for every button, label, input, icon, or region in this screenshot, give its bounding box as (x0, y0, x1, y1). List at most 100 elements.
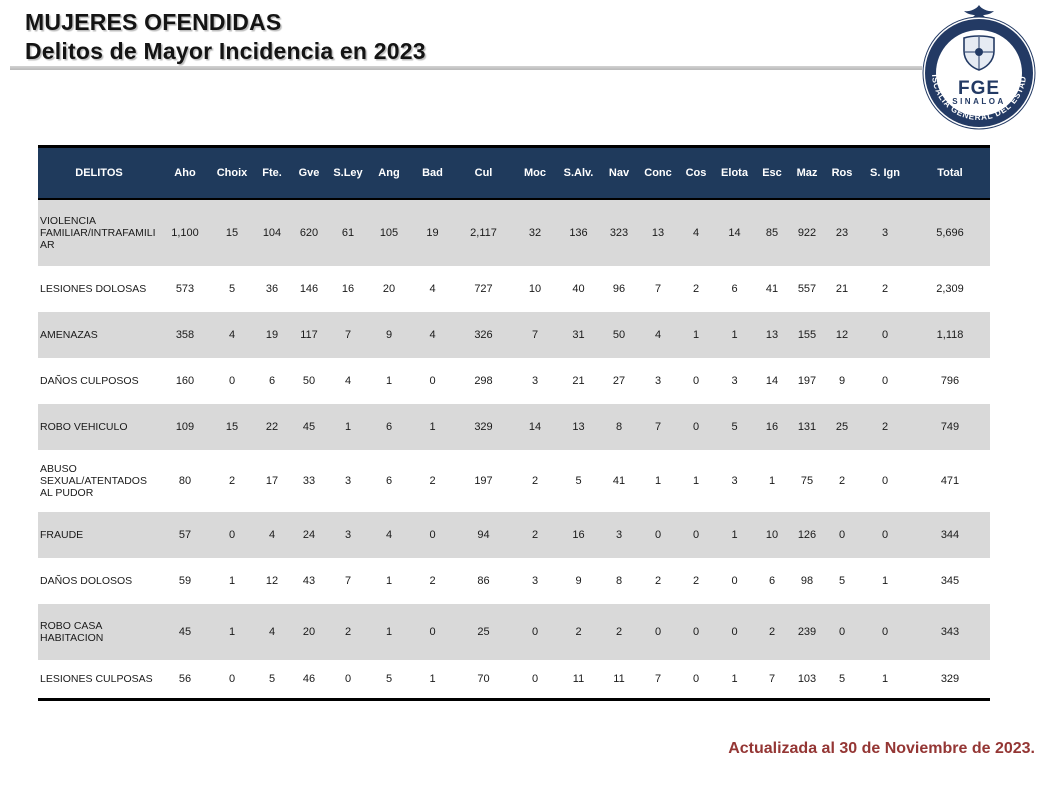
crime-label: LESIONES DOLOSAS (40, 282, 147, 295)
value-cell: 70 (477, 672, 490, 685)
column-header: S.Ley (333, 166, 363, 179)
value-cell: 344 (940, 528, 960, 541)
column-header: Moc (524, 166, 546, 179)
value-cell: 0 (881, 625, 889, 638)
value-cell: 6 (385, 474, 393, 487)
value-cell: 0 (429, 625, 436, 638)
table-row: DAÑOS DOLOSOS 59 1 12 43 7 1 2 86 3 9 8 2 2 0 6 98 5 1 345 (38, 557, 990, 604)
value-cell: 329 (474, 420, 493, 433)
value-cell: 15 (225, 226, 239, 239)
value-cell: 1 (385, 625, 393, 638)
value-cell: 27 (612, 374, 626, 387)
value-cell: 573 (175, 282, 195, 295)
column-header: Ang (378, 166, 400, 179)
value-cell: 31 (572, 328, 585, 341)
column-header: Total (937, 166, 963, 179)
value-cell: 0 (228, 672, 236, 685)
value-cell: 6 (268, 374, 276, 387)
value-cell: 24 (302, 528, 316, 541)
value-cell: 85 (765, 226, 779, 239)
value-cell: 0 (344, 672, 352, 685)
table-row: FRAUDE 57 0 4 24 3 4 0 94 2 16 3 0 0 1 10 126 0 0 344 (38, 511, 990, 558)
value-cell: 5 (731, 420, 738, 433)
value-cell: 0 (654, 528, 662, 541)
value-cell: 19 (265, 328, 279, 341)
table-row: DAÑOS CULPOSOS 160 0 6 50 4 1 0 298 3 21 27 3 0 3 14 197… (38, 357, 990, 404)
value-cell: 3 (731, 474, 738, 487)
value-cell: 1 (731, 672, 738, 685)
column-header: Aho (174, 166, 196, 179)
value-cell: 1 (881, 672, 889, 685)
value-cell: 5 (268, 672, 276, 685)
value-cell: 1 (731, 328, 738, 341)
value-cell: 1 (429, 672, 436, 685)
value-cell: 0 (838, 528, 846, 541)
crime-label: ROBO CASA HABITACION (40, 619, 104, 644)
value-cell: 2 (692, 574, 700, 587)
value-cell: 6 (731, 282, 738, 295)
value-cell: 160 (175, 374, 195, 387)
value-cell: 43 (302, 574, 316, 587)
value-cell: 796 (940, 374, 960, 387)
value-cell: 2,117 (470, 226, 497, 239)
value-cell: 0 (731, 574, 738, 587)
value-cell: 6 (768, 574, 776, 587)
logo-acronym: FGE (958, 78, 1000, 99)
value-cell: 1 (881, 574, 889, 587)
value-cell: 358 (175, 328, 195, 341)
value-cell: 5 (228, 282, 236, 295)
value-cell: 0 (692, 528, 700, 541)
value-cell: 11 (613, 672, 625, 685)
value-cell: 20 (382, 282, 396, 295)
value-cell: 45 (178, 625, 192, 638)
header-row: DELITOS Aho Choix Fte. Gve S.Ley Ang Bad Cul Moc S… (38, 146, 990, 199)
value-cell: 0 (429, 374, 436, 387)
value-cell: 1 (692, 474, 700, 487)
table-row: ROBO CASA HABITACION 45 1 4 20 2 1 0 25 0 2 2 0 0 0 2 23… (38, 603, 990, 660)
value-cell: 343 (940, 625, 960, 638)
value-cell: 4 (429, 282, 436, 295)
value-cell: 14 (765, 374, 779, 387)
value-cell: 329 (940, 672, 960, 685)
value-cell: 197 (797, 374, 817, 387)
value-cell: 0 (731, 625, 738, 638)
value-cell: 2 (344, 625, 352, 638)
value-cell: 0 (692, 420, 700, 433)
value-cell: 727 (474, 282, 493, 295)
value-cell: 7 (344, 328, 352, 341)
value-cell: 12 (265, 574, 279, 587)
value-cell: 1 (344, 420, 352, 433)
value-cell: 10 (528, 282, 542, 295)
value-cell: 7 (654, 420, 662, 433)
value-cell: 2 (531, 474, 539, 487)
value-cell: 126 (797, 528, 817, 541)
column-header: Cul (474, 166, 493, 179)
value-cell: 1,118 (936, 328, 964, 341)
value-cell: 98 (800, 574, 814, 587)
fge-logo: FISCALÍA GENERAL DEL ESTADO FGE SINALOA (914, 0, 1040, 130)
column-header: Ros (831, 166, 853, 179)
column-header: Cos (685, 166, 707, 179)
value-cell: 0 (838, 625, 846, 638)
value-cell: 136 (569, 226, 588, 239)
crime-label: DAÑOS CULPOSOS (40, 374, 139, 387)
value-cell: 2 (692, 282, 700, 295)
value-cell: 10 (765, 528, 779, 541)
value-cell: 131 (797, 420, 817, 433)
value-cell: 0 (531, 672, 539, 685)
value-cell: 61 (341, 226, 355, 239)
value-cell: 1 (692, 328, 700, 341)
table-row: ROBO VEHICULO 109 15 22 45 1 6 1 329 14 13 8 7 0 5 16 13… (38, 403, 990, 450)
value-cell: 0 (228, 374, 236, 387)
value-cell: 0 (692, 672, 700, 685)
column-header: Choix (216, 166, 248, 179)
column-header: S. Ign (870, 166, 900, 179)
title-line-2: Delitos de Mayor Incidencia en 2023 (25, 38, 426, 64)
value-cell: 0 (228, 528, 236, 541)
value-cell: 0 (692, 625, 700, 638)
value-cell: 4 (344, 374, 352, 387)
value-cell: 9 (838, 374, 846, 387)
column-header: Gve (298, 166, 320, 179)
value-cell: 0 (531, 625, 539, 638)
crime-label: ABUSO SEXUAL/ATENTADOS AL PUDOR (40, 462, 147, 499)
